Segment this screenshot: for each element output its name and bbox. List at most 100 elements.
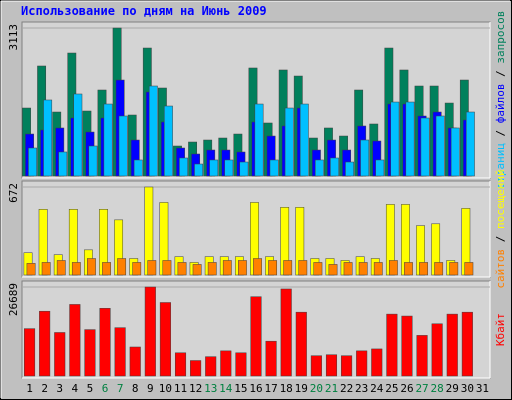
- x-tick-label: 6: [102, 382, 109, 395]
- x-tick-label: 26: [400, 382, 413, 395]
- bar: [69, 304, 81, 377]
- bar: [268, 260, 278, 276]
- bar: [405, 101, 415, 177]
- legend: Кбайт: [494, 313, 507, 346]
- x-tick-label: 30: [461, 382, 474, 395]
- bar: [235, 352, 247, 377]
- bar: [254, 103, 264, 177]
- bar: [144, 286, 156, 377]
- legend-separator: /: [494, 229, 507, 249]
- bar: [87, 258, 96, 276]
- bar: [26, 263, 36, 276]
- x-tick-label: 12: [189, 382, 202, 395]
- bar: [419, 262, 428, 276]
- legend-entry: посещений: [494, 169, 507, 229]
- bar: [269, 159, 279, 177]
- bar: [420, 117, 430, 177]
- bar: [148, 85, 158, 177]
- bar: [250, 296, 262, 377]
- y-tick-label: 3113: [7, 24, 20, 51]
- bar: [253, 258, 262, 276]
- x-tick-label: 8: [132, 382, 139, 395]
- bar: [114, 327, 126, 377]
- bar: [177, 262, 187, 276]
- x-tick-label: 5: [87, 382, 94, 395]
- x-tick-label: 23: [355, 382, 368, 395]
- bar: [207, 262, 217, 276]
- x-tick-label: 7: [117, 382, 124, 395]
- bar: [39, 310, 51, 377]
- bar: [450, 127, 460, 177]
- bar: [103, 103, 113, 177]
- bar: [24, 328, 36, 377]
- bar: [431, 323, 443, 377]
- bar: [358, 262, 368, 276]
- bar: [209, 159, 219, 177]
- chart-title: Использование по дням на Июнь 2009: [21, 4, 267, 18]
- bar: [416, 335, 428, 377]
- legend-entry: страниц: [494, 143, 507, 189]
- legend-separator: /: [494, 64, 507, 84]
- bar: [162, 260, 172, 276]
- bar: [373, 262, 383, 276]
- x-tick-label: 14: [219, 382, 233, 395]
- x-tick-label: 18: [280, 382, 293, 395]
- x-tick-label: 29: [446, 382, 459, 395]
- x-tick-label: 21: [325, 382, 338, 395]
- bar: [434, 262, 444, 276]
- bar: [356, 350, 368, 377]
- bar: [328, 264, 338, 276]
- legend-entry: файлов: [494, 83, 507, 123]
- bar: [465, 111, 475, 177]
- y-tick-label: 672: [7, 183, 20, 203]
- bar: [41, 262, 51, 276]
- bar: [238, 260, 247, 276]
- x-tick-label: 19: [295, 382, 308, 395]
- x-tick-label: 1: [26, 382, 33, 395]
- x-tick-label: 2: [41, 382, 48, 395]
- bar: [310, 355, 322, 377]
- bar: [388, 260, 398, 276]
- bar: [401, 315, 413, 377]
- bar: [102, 262, 111, 276]
- legend-entry: запросов: [494, 11, 507, 64]
- bar: [43, 99, 53, 177]
- bar: [132, 262, 142, 276]
- bar: [73, 93, 83, 177]
- bar: [174, 352, 187, 377]
- x-tick-label: 3: [56, 382, 63, 395]
- bar: [118, 115, 128, 177]
- bar: [330, 157, 339, 177]
- bar: [341, 355, 353, 377]
- x-tick-label: 17: [264, 382, 277, 395]
- x-tick-label: 13: [204, 382, 217, 395]
- bar: [315, 159, 324, 177]
- bar: [99, 308, 111, 377]
- x-tick-label: 27: [415, 382, 428, 395]
- bar: [343, 262, 353, 276]
- bar: [265, 340, 277, 377]
- legend: страниц / файлов / запросов: [494, 11, 507, 190]
- x-tick-label: 28: [431, 382, 444, 395]
- bar: [224, 159, 234, 177]
- legend: сайтов / посещений: [494, 169, 507, 288]
- bar: [58, 151, 68, 177]
- bar: [164, 105, 173, 177]
- x-tick-label: 16: [249, 382, 262, 395]
- bar: [54, 332, 66, 377]
- legend-entry: сайтов: [494, 249, 507, 289]
- x-tick-label: 10: [159, 382, 172, 395]
- x-tick-label: 31: [476, 382, 489, 395]
- bar: [28, 147, 37, 177]
- bar: [298, 260, 308, 276]
- x-tick-label: 20: [310, 382, 323, 395]
- x-tick-label: 15: [234, 382, 247, 395]
- x-tick-label: 4: [72, 382, 79, 395]
- bar: [159, 302, 171, 377]
- bar: [190, 360, 202, 377]
- y-tick-label: 26689: [7, 283, 20, 316]
- bar: [117, 258, 127, 276]
- bar: [446, 313, 458, 377]
- bar: [147, 260, 157, 276]
- bar: [84, 329, 96, 377]
